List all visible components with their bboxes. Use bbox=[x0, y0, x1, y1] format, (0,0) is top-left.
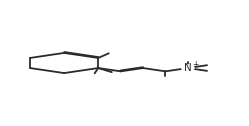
Text: +: + bbox=[192, 60, 199, 69]
Text: N: N bbox=[184, 63, 192, 73]
Circle shape bbox=[182, 65, 194, 71]
